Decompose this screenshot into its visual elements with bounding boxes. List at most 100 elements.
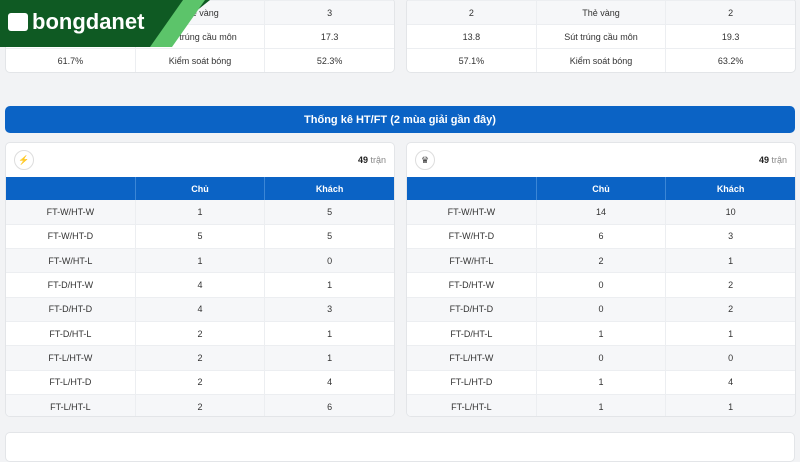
home-count: 2	[536, 248, 667, 274]
away-count: 0	[665, 345, 795, 371]
match-count: 49 trận	[758, 155, 787, 165]
stat-row: 13.8 Sút trúng cầu môn 19.3	[407, 25, 795, 49]
table-row: FT-D/HT-D 4 3	[6, 297, 394, 322]
result-label: FT-D/HT-D	[407, 297, 537, 322]
table-row: FT-L/HT-W 2 1	[6, 345, 394, 371]
rayo-vallecano-crest-icon: ⚡	[14, 150, 34, 170]
table-row: FT-D/HT-L 2 1	[6, 321, 394, 347]
bongdanet-logo[interactable]: bongdanet	[8, 9, 144, 35]
result-label: FT-D/HT-L	[407, 321, 537, 347]
result-label: FT-L/HT-W	[6, 345, 136, 371]
table-row: FT-W/HT-L 2 1	[407, 248, 795, 274]
htft-table: Chủ Khách FT-W/HT-W 14 10 FT-W/HT-D 6 3 FT-W/HT-…	[407, 177, 795, 416]
result-label: FT-W/HT-L	[6, 248, 136, 274]
home-count: 14	[536, 200, 667, 225]
home-count: 1	[135, 248, 266, 274]
team-header: ⚡ 49 trận	[6, 143, 394, 177]
table-row: FT-W/HT-L 1 0	[6, 248, 394, 274]
home-count: 1	[536, 321, 667, 347]
away-count: 4	[264, 370, 394, 395]
result-label: FT-W/HT-D	[407, 224, 537, 250]
away-count: 2	[665, 297, 795, 322]
table-row: FT-L/HT-D 1 4	[407, 370, 795, 395]
home-count: 2	[135, 321, 266, 347]
result-label: FT-L/HT-D	[407, 370, 537, 395]
result-label: FT-L/HT-D	[6, 370, 136, 395]
away-value: 19.3	[721, 31, 740, 42]
stat-label: Thẻ vàng	[537, 1, 667, 24]
home-count: 2	[135, 394, 266, 416]
away-count: 6	[264, 394, 394, 416]
table-row: FT-W/HT-W 1 5	[6, 200, 394, 225]
col-empty	[6, 177, 136, 200]
stat-label: Thẻ vàng	[136, 1, 266, 24]
table-row: FT-D/HT-L 1 1	[407, 321, 795, 347]
home-count: 6	[536, 224, 667, 250]
away-count: 1	[665, 394, 795, 416]
home-count: 0	[536, 297, 667, 322]
section-title: Thống kê HT/FT (2 mùa giải gần đây)	[304, 113, 496, 126]
htft-banner: Thống kê HT/FT (2 mùa giải gần đây)	[5, 106, 795, 133]
away-value: 3	[327, 7, 333, 18]
result-label: FT-W/HT-W	[407, 200, 537, 225]
away-count: 10	[665, 200, 795, 225]
result-label: FT-L/HT-L	[407, 394, 537, 416]
home-value: 13.8	[407, 25, 537, 48]
col-home: Chủ	[135, 177, 266, 200]
away-count: 1	[665, 248, 795, 274]
table-row: FT-W/HT-D 5 5	[6, 224, 394, 250]
home-count: 1	[536, 394, 667, 416]
away-value: 63.2%	[717, 55, 744, 66]
table-row: FT-L/HT-D 2 4	[6, 370, 394, 395]
away-count: 5	[264, 224, 394, 250]
col-home: Chủ	[536, 177, 667, 200]
away-count: 1	[264, 345, 394, 371]
home-count: 2	[135, 345, 266, 371]
stat-row: 61.7% Kiểm soát bóng 52.3%	[6, 49, 394, 72]
away-count: 3	[264, 297, 394, 322]
result-label: FT-W/HT-W	[6, 200, 136, 225]
result-label: FT-D/HT-W	[6, 272, 136, 298]
home-count: 4	[135, 297, 266, 322]
away-count: 2	[665, 272, 795, 298]
home-count: 4	[135, 272, 266, 298]
away-value: 17.3	[320, 31, 339, 42]
team-card-home: ⚡ 49 trận Chủ Khách FT-W/HT-W 1 5 FT-W/HT-D 5 5 FT…	[5, 142, 395, 417]
away-count: 0	[264, 248, 394, 274]
home-count: 1	[135, 200, 266, 225]
team-card-away: ♛ 49 trận Chủ Khách FT-W/HT-W 14 10 FT-W/HT-D 6 3…	[406, 142, 796, 417]
stat-label: Sút trúng cầu môn	[136, 25, 266, 48]
logo-text: bongdanet	[32, 9, 145, 34]
col-away: Khách	[665, 177, 795, 200]
match-count: 49 trận	[357, 155, 386, 165]
home-count: 0	[536, 272, 667, 298]
home-count: 5	[135, 224, 266, 250]
htft-table: Chủ Khách FT-W/HT-W 1 5 FT-W/HT-D 5 5 FT-W/HT-L 1…	[6, 177, 394, 416]
away-count: 1	[264, 321, 394, 347]
table-row: FT-D/HT-W 0 2	[407, 272, 795, 298]
team-header: ♛ 49 trận	[407, 143, 795, 177]
table-row: FT-W/HT-W 14 10	[407, 200, 795, 225]
away-count: 3	[665, 224, 795, 250]
result-label: FT-D/HT-D	[6, 297, 136, 322]
result-label: FT-D/HT-L	[6, 321, 136, 347]
home-value: 61.7%	[6, 49, 136, 72]
result-label: FT-L/HT-W	[407, 345, 537, 371]
result-label: FT-D/HT-W	[407, 272, 537, 298]
stats-card-right: 2 Thẻ vàng 2 13.8 Sút trúng cầu môn 19.3 57.1%…	[406, 0, 796, 73]
result-label: FT-W/HT-L	[407, 248, 537, 274]
home-count: 0	[536, 345, 667, 371]
table-row: FT-W/HT-D 6 3	[407, 224, 795, 250]
table-row: FT-D/HT-W 4 1	[6, 272, 394, 298]
home-value: 57.1%	[407, 49, 537, 72]
result-label: FT-L/HT-L	[6, 394, 136, 416]
table-row: FT-D/HT-D 0 2	[407, 297, 795, 322]
away-count: 1	[264, 272, 394, 298]
table-row: FT-L/HT-L 1 1	[407, 394, 795, 416]
result-label: FT-W/HT-D	[6, 224, 136, 250]
stat-row: 57.1% Kiểm soát bóng 63.2%	[407, 49, 795, 72]
table-row: FT-L/HT-L 2 6	[6, 394, 394, 416]
real-madrid-crest-icon: ♛	[415, 150, 435, 170]
col-empty	[407, 177, 537, 200]
home-value: 2	[407, 1, 537, 24]
